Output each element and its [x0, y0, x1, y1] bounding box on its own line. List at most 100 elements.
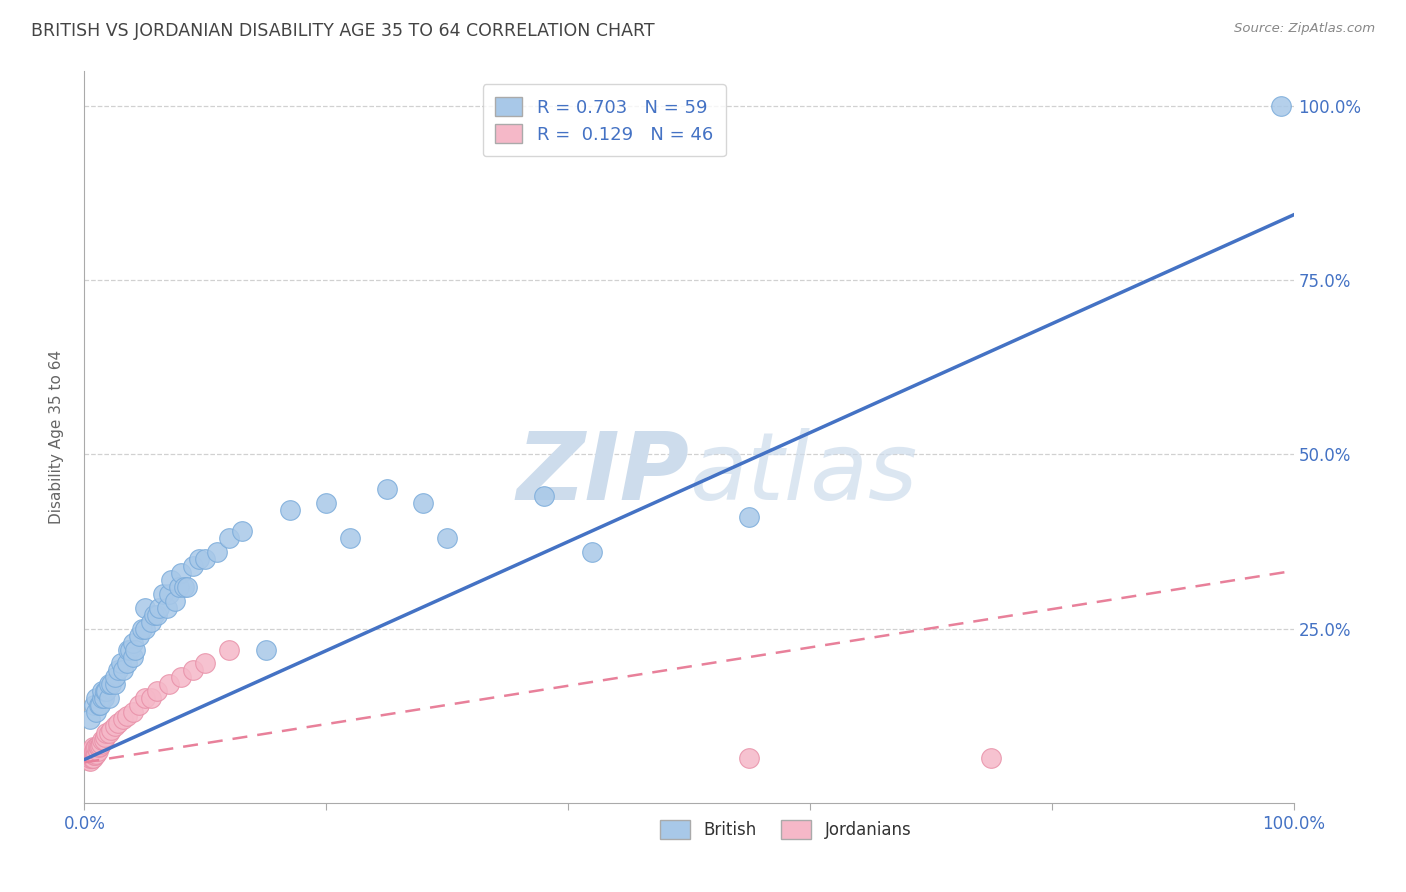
Point	[100, 677, 122, 691]
Point	[94, 684, 117, 698]
Point	[121, 705, 143, 719]
Point	[82, 750, 104, 764]
Point	[107, 664, 129, 678]
Point	[86, 705, 108, 719]
Point	[533, 489, 555, 503]
Point	[107, 715, 129, 730]
Point	[128, 629, 150, 643]
Point	[194, 552, 217, 566]
Point	[97, 726, 120, 740]
Point	[738, 510, 761, 524]
Point	[148, 600, 170, 615]
Point	[86, 740, 108, 755]
Point	[173, 580, 195, 594]
Point	[139, 691, 162, 706]
Point	[86, 739, 108, 753]
Point	[194, 657, 217, 671]
Point	[89, 698, 111, 713]
Point	[89, 739, 111, 753]
Point	[339, 531, 361, 545]
Point	[436, 531, 458, 545]
Point	[87, 740, 110, 755]
Point	[79, 712, 101, 726]
Point	[86, 691, 108, 706]
Text: ZIP: ZIP	[516, 427, 689, 520]
Point	[152, 587, 174, 601]
Text: atlas: atlas	[689, 428, 917, 519]
Point	[93, 733, 115, 747]
Point	[79, 743, 101, 757]
Point	[83, 743, 105, 757]
Point	[100, 723, 122, 737]
Point	[82, 746, 104, 760]
Point	[84, 741, 107, 756]
Point	[160, 573, 183, 587]
Point	[131, 622, 153, 636]
Point	[188, 552, 211, 566]
Point	[120, 642, 142, 657]
Point	[77, 747, 100, 761]
Point	[94, 684, 117, 698]
Point	[165, 594, 187, 608]
Point	[80, 750, 103, 764]
Point	[134, 622, 156, 636]
Point	[143, 607, 166, 622]
Point	[112, 712, 135, 726]
Point	[115, 657, 138, 671]
Point	[79, 754, 101, 768]
Point	[412, 496, 434, 510]
Point	[91, 691, 114, 706]
Point	[167, 580, 190, 594]
Point	[176, 580, 198, 594]
Point	[83, 698, 105, 713]
Point	[738, 750, 761, 764]
Text: Source: ZipAtlas.com: Source: ZipAtlas.com	[1234, 22, 1375, 36]
Point	[157, 677, 180, 691]
Point	[170, 670, 193, 684]
Point	[181, 558, 204, 573]
Point	[157, 587, 180, 601]
Point	[79, 750, 101, 764]
Point	[218, 642, 240, 657]
Text: BRITISH VS JORDANIAN DISABILITY AGE 35 TO 64 CORRELATION CHART: BRITISH VS JORDANIAN DISABILITY AGE 35 T…	[31, 22, 655, 40]
Point	[134, 691, 156, 706]
Point	[315, 496, 337, 510]
Point	[112, 664, 135, 678]
Point	[97, 677, 120, 691]
Point	[87, 698, 110, 713]
Point	[231, 524, 253, 538]
Point	[97, 691, 120, 706]
Point	[77, 753, 100, 767]
Point	[121, 635, 143, 649]
Y-axis label: Disability Age 35 to 64: Disability Age 35 to 64	[49, 350, 63, 524]
Point	[91, 733, 114, 747]
Point	[170, 566, 193, 580]
Point	[93, 691, 115, 706]
Point	[980, 750, 1002, 764]
Point	[104, 677, 127, 691]
Point	[94, 730, 117, 744]
Point	[76, 750, 98, 764]
Point	[124, 642, 146, 657]
Point	[155, 600, 177, 615]
Point	[82, 740, 104, 755]
Point	[77, 747, 100, 761]
Point	[91, 684, 114, 698]
Point	[581, 545, 603, 559]
Point	[115, 708, 138, 723]
Point	[117, 642, 139, 657]
Point	[80, 747, 103, 761]
Point	[77, 750, 100, 764]
Point	[146, 684, 169, 698]
Point	[207, 545, 229, 559]
Point	[86, 747, 108, 761]
Point	[139, 615, 162, 629]
Point	[83, 748, 105, 763]
Point	[375, 483, 398, 497]
Point	[254, 642, 277, 657]
Point	[104, 670, 127, 684]
Point	[86, 743, 108, 757]
Point	[94, 726, 117, 740]
Point	[110, 657, 132, 671]
Legend: British, Jordanians: British, Jordanians	[654, 814, 918, 846]
